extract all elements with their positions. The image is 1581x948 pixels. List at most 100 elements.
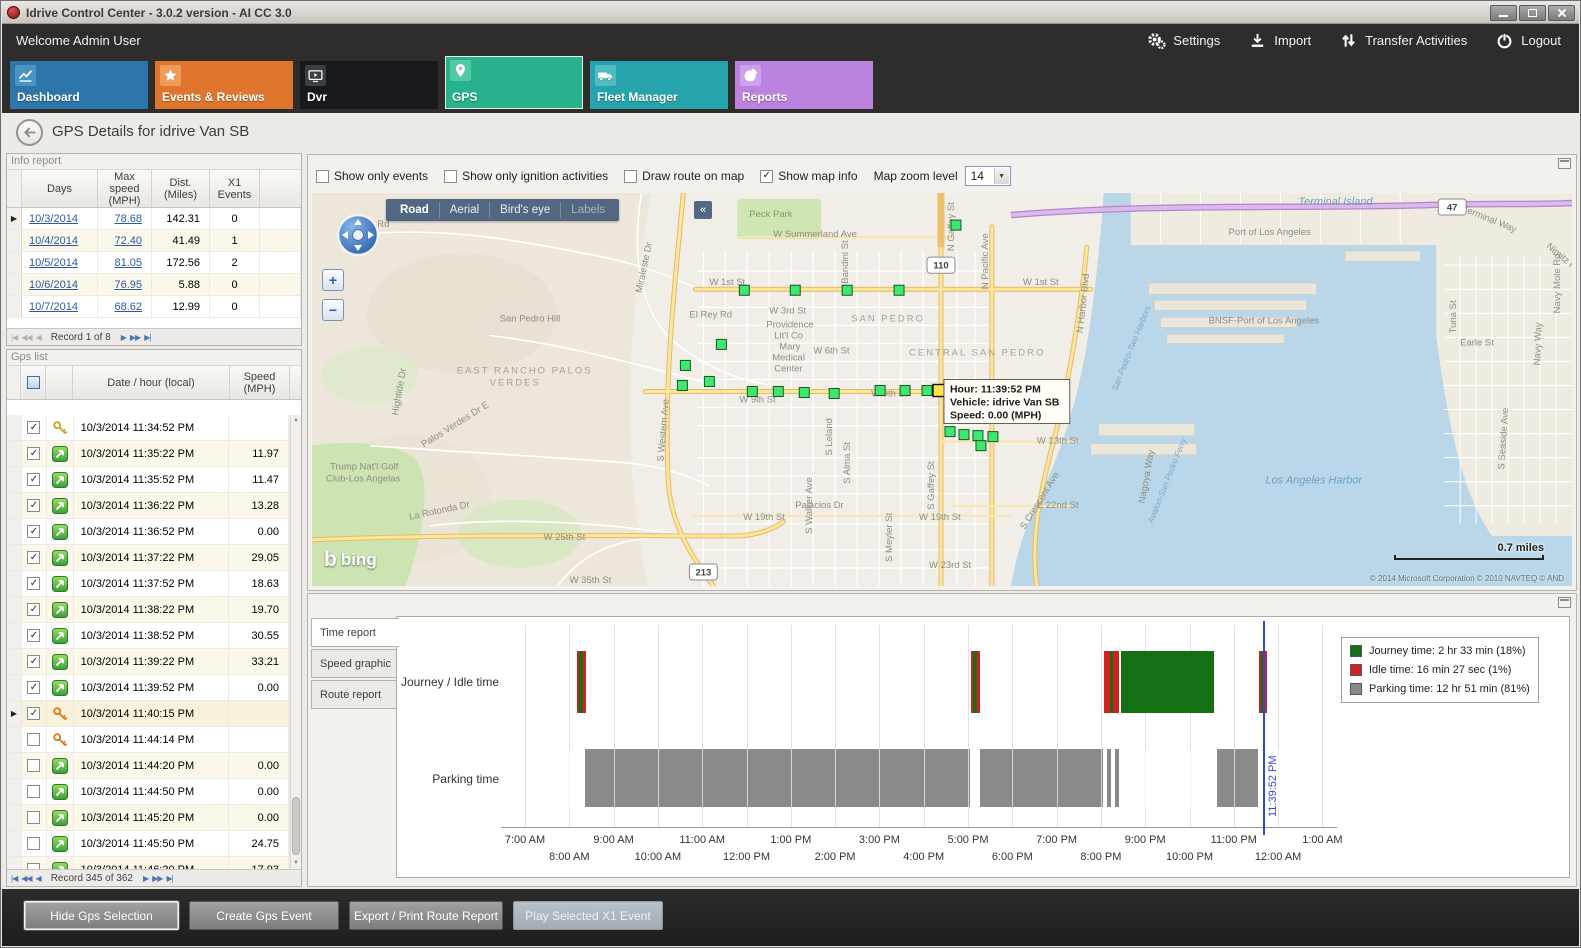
days-cell[interactable]: 10/7/2014 [22,296,98,317]
pager-next-button[interactable]: ▶ [120,332,127,342]
tab-gps[interactable]: GPS [445,56,583,109]
gps-marker[interactable] [798,386,810,399]
map-option-2[interactable]: Draw route on map [624,169,744,183]
gps-marker[interactable] [958,429,970,441]
days-cell[interactable]: 10/6/2014 [22,274,98,295]
max-speed-cell[interactable]: 81.05 [98,252,152,273]
checkbox-icon[interactable]: ✓ [760,169,774,183]
row-checkbox[interactable]: ✓ [27,681,41,694]
pager-next-page-button[interactable]: ▶▶ [129,332,141,342]
row-checkbox[interactable] [27,759,41,772]
checkbox-icon[interactable] [316,169,329,183]
pager-first-button[interactable]: |◀ [11,873,18,883]
maximize-button[interactable] [1519,4,1546,21]
tab-events[interactable]: Events & Reviews [155,61,293,109]
gps-marker[interactable] [772,385,784,398]
row-checkbox[interactable]: ✓ [27,421,41,434]
row-checkbox[interactable]: ✓ [27,473,41,486]
gps-list-row[interactable]: ✓ 10/3/2014 11:36:52 PM 0.00 [7,519,290,545]
gps-marker[interactable] [703,375,715,387]
gps-list-row[interactable]: ✓ 10/3/2014 11:38:52 PM 30.55 [7,623,290,649]
scrollbar-thumb[interactable] [292,797,300,855]
tab-dvr[interactable]: Dvr [300,61,438,109]
row-checkbox[interactable]: ✓ [27,525,41,538]
gps-marker[interactable] [841,284,853,296]
map-compass-control[interactable] [334,211,382,259]
gps-list-row[interactable]: 10/3/2014 11:46:20 PM17.93 [7,857,290,869]
transfer-button[interactable]: Transfer Activities [1339,31,1467,50]
info-report-row[interactable]: 10/7/2014 68.62 12.99 0 [7,296,301,318]
gps-marker[interactable] [789,284,801,296]
map-zoom-select[interactable]: 14 ▼ [964,166,1011,186]
days-cell[interactable]: 10/5/2014 [22,252,98,273]
gps-list-row[interactable]: ✓ 10/3/2014 11:37:22 PM 29.05 [7,545,290,571]
gps-marker[interactable] [676,379,688,392]
map-style-road[interactable]: Road [390,202,440,218]
days-cell[interactable]: 10/4/2014 [22,230,98,251]
zoom-out-button[interactable]: − [322,299,344,321]
gps-list-row[interactable]: ✓ 10/3/2014 11:37:52 PM 18.63 [7,571,290,597]
gps-marker[interactable] [975,440,987,452]
gps-list-row[interactable]: 10/3/2014 11:45:50 PM 24.75 [7,831,290,857]
tab-dashboard[interactable]: Dashboard [10,61,148,109]
max-speed-cell[interactable]: 78.68 [98,208,152,229]
select-all-checkbox[interactable] [26,376,40,389]
gps-list-row[interactable]: ✓ 10/3/2014 11:34:52 PM [7,415,290,441]
gps-marker[interactable] [950,219,962,231]
column-header-x1-events[interactable]: X1 Events [210,170,260,207]
gps-list-row[interactable]: ✓ 10/3/2014 11:35:22 PM 11.97 [7,441,290,467]
pager-prev-button[interactable]: ◀ [35,873,42,883]
create-gps-event-button[interactable]: Create Gps Event [189,901,339,930]
row-checkbox[interactable] [27,733,41,746]
info-report-row[interactable]: ▶ 10/3/2014 78.68 142.31 0 [7,208,301,230]
max-speed-cell[interactable]: 72.40 [98,230,152,251]
pager-next-button[interactable]: ▶ [142,873,149,883]
pager-next-page-button[interactable]: ▶▶ [152,873,163,883]
gps-list-row[interactable]: ▶ ✓ 10/3/2014 11:40:15 PM [7,701,290,727]
chevron-down-icon[interactable]: ▼ [993,168,1009,184]
minimize-button[interactable] [1490,4,1517,21]
gps-list-row[interactable]: ✓ 10/3/2014 11:36:22 PM 13.28 [7,493,290,519]
gps-marker[interactable] [893,284,905,296]
row-checkbox[interactable]: ✓ [27,655,41,668]
chart-tab-time-report[interactable]: Time report [311,618,399,647]
checkbox-icon[interactable] [444,169,458,183]
gps-list-row[interactable]: ✓ 10/3/2014 11:38:22 PM 19.70 [7,597,290,623]
import-button[interactable]: Import [1248,31,1311,50]
zoom-in-button[interactable]: + [322,269,344,291]
row-checkbox[interactable]: ✓ [27,603,41,616]
gps-marker[interactable] [921,384,933,397]
row-checkbox[interactable] [27,811,41,824]
column-header-dist[interactable]: Dist. (Miles) [152,170,210,207]
map-maximize-button[interactable] [1558,158,1571,169]
scroll-up-icon[interactable]: ▲ [293,417,299,423]
gps-list-scrollbar[interactable]: ▲ ▼ [290,415,301,869]
pager-prev-page-button[interactable]: ◀◀ [21,332,32,342]
row-checkbox[interactable] [27,785,41,798]
scroll-down-icon[interactable]: ▼ [293,860,299,866]
gps-list-row[interactable]: 10/3/2014 11:44:20 PM 0.00 [7,753,290,779]
settings-button[interactable]: Settings [1147,31,1220,50]
tab-fleet[interactable]: Fleet Manager [590,61,728,109]
gps-marker[interactable] [987,431,999,443]
gps-marker[interactable] [874,384,886,397]
row-checkbox[interactable]: ✓ [27,551,41,564]
gps-list-row[interactable]: 10/3/2014 11:44:14 PM [7,727,290,753]
hide-gps-selection-button[interactable]: Hide Gps Selection [24,901,179,930]
gps-marker[interactable] [715,338,727,350]
row-checkbox[interactable]: ✓ [27,629,41,642]
gps-list-row[interactable]: ✓ 10/3/2014 11:35:52 PM 11.47 [7,467,290,493]
select-all-header[interactable] [21,366,46,399]
map-style-aerial[interactable]: Aerial [440,202,491,218]
chart-tab-route-report[interactable]: Route report [311,680,397,709]
tab-reports[interactable]: Reports [735,61,873,109]
gps-list-row[interactable]: 10/3/2014 11:44:50 PM 0.00 [7,779,290,805]
row-checkbox[interactable]: ✓ [27,499,41,512]
gps-marker[interactable] [944,426,956,438]
map-menu-collapse-button[interactable]: « [694,201,712,219]
pager-prev-page-button[interactable]: ◀◀ [21,873,32,883]
gps-list-row[interactable]: 10/3/2014 11:45:20 PM 0.00 [7,805,290,831]
close-button[interactable] [1548,4,1575,21]
